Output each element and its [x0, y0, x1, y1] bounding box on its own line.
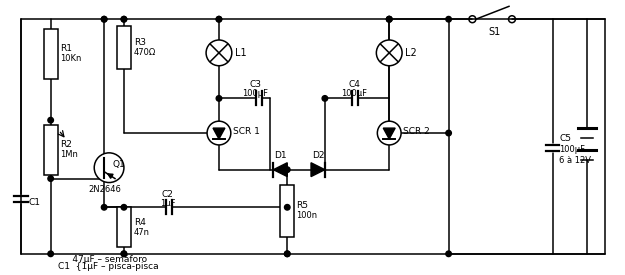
Circle shape — [216, 16, 222, 22]
Circle shape — [48, 117, 54, 123]
Circle shape — [48, 176, 54, 181]
Circle shape — [376, 40, 402, 66]
Polygon shape — [311, 163, 325, 177]
Circle shape — [121, 16, 127, 22]
Circle shape — [446, 130, 451, 136]
Text: 1Mn: 1Mn — [61, 150, 79, 159]
Text: C2: C2 — [161, 190, 173, 199]
Text: C1  {1μF – pisca-pisca: C1 {1μF – pisca-pisca — [58, 262, 158, 271]
Circle shape — [207, 121, 231, 145]
Text: R2: R2 — [61, 141, 72, 149]
Polygon shape — [383, 128, 395, 139]
Circle shape — [101, 205, 107, 210]
Circle shape — [121, 251, 127, 257]
Bar — [281, 185, 294, 237]
Text: C3: C3 — [249, 80, 262, 89]
Bar — [44, 29, 58, 79]
Circle shape — [322, 96, 328, 101]
Circle shape — [101, 16, 107, 22]
Text: 470Ω: 470Ω — [134, 48, 156, 57]
Circle shape — [216, 16, 222, 22]
Text: 10Kn: 10Kn — [61, 54, 82, 63]
Text: C4: C4 — [349, 80, 361, 89]
Text: S1: S1 — [488, 27, 500, 37]
Circle shape — [121, 16, 127, 22]
Text: 47μF – semáforo: 47μF – semáforo — [58, 255, 147, 264]
Circle shape — [386, 16, 392, 22]
Text: 100n: 100n — [296, 211, 318, 220]
Circle shape — [284, 251, 290, 257]
Polygon shape — [213, 128, 225, 139]
Circle shape — [386, 16, 392, 22]
Text: SCR 1: SCR 1 — [233, 126, 260, 136]
Text: D2: D2 — [312, 151, 324, 160]
Text: 47n: 47n — [134, 227, 150, 236]
Text: L1: L1 — [235, 48, 246, 58]
Circle shape — [48, 251, 54, 257]
Circle shape — [94, 153, 124, 183]
Circle shape — [378, 121, 401, 145]
Text: L2: L2 — [405, 48, 417, 58]
Circle shape — [121, 251, 127, 257]
Text: 1μF: 1μF — [160, 199, 175, 208]
Circle shape — [284, 167, 290, 172]
Text: D1: D1 — [274, 151, 287, 160]
Circle shape — [206, 40, 232, 66]
Text: C1: C1 — [29, 198, 41, 207]
Circle shape — [446, 251, 451, 257]
Circle shape — [386, 16, 392, 22]
Circle shape — [101, 16, 107, 22]
Bar — [117, 26, 131, 69]
Text: SCR 2: SCR 2 — [403, 126, 430, 136]
Text: R5: R5 — [296, 201, 308, 210]
Circle shape — [446, 16, 451, 22]
Bar — [44, 125, 58, 175]
Text: 100μF: 100μF — [559, 145, 586, 154]
Circle shape — [284, 205, 290, 210]
Text: C5: C5 — [559, 134, 571, 144]
Polygon shape — [273, 163, 288, 177]
Text: 100μF: 100μF — [342, 89, 367, 98]
Bar — [117, 207, 131, 247]
Text: Q1: Q1 — [112, 160, 125, 169]
Text: 6 à 12V: 6 à 12V — [559, 156, 591, 165]
Text: R4: R4 — [134, 218, 146, 227]
Text: R3: R3 — [134, 38, 146, 47]
Circle shape — [121, 205, 127, 210]
Circle shape — [216, 96, 222, 101]
Text: R1: R1 — [61, 44, 72, 53]
Circle shape — [284, 251, 290, 257]
Text: 100μF: 100μF — [242, 89, 269, 98]
Text: 2N2646: 2N2646 — [89, 185, 121, 194]
